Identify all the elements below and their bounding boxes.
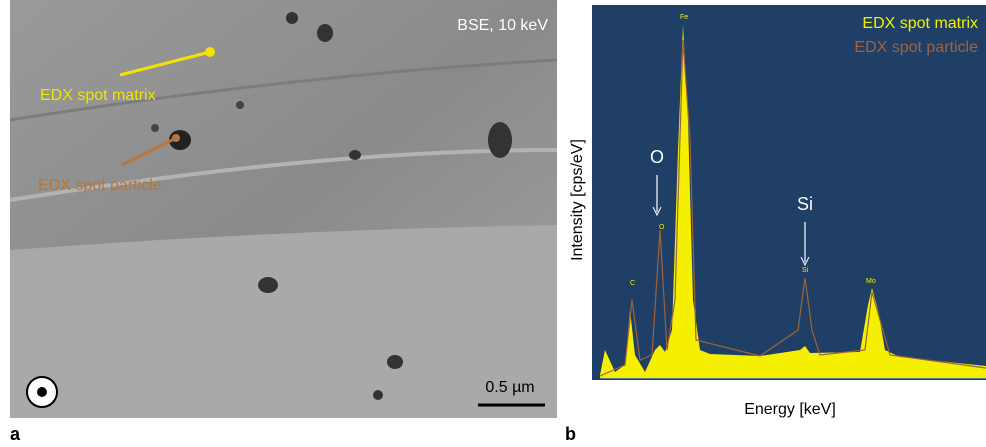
spectrum-background <box>592 5 986 380</box>
pore <box>151 124 159 132</box>
peak-label: Si <box>797 194 813 214</box>
lower-surface <box>10 225 557 418</box>
pore <box>488 122 512 158</box>
scale-bar-label: 0.5 µm <box>485 379 534 396</box>
matrix-spot <box>205 47 215 57</box>
matrix-spectrum <box>600 25 986 378</box>
panel-label: a <box>10 424 21 444</box>
ridge <box>9 148 558 202</box>
y-axis-title: Intensity [cps/eV] <box>569 139 586 261</box>
imaging-mode: BSE, 10 keV <box>457 17 548 34</box>
pore <box>373 390 383 400</box>
peak-arrow-head <box>800 256 810 267</box>
matrix-label: EDX spot matrix <box>40 87 156 104</box>
pore <box>286 12 298 24</box>
peak-label: O <box>650 147 664 167</box>
particle-spectrum <box>599 39 986 377</box>
element-tag: C <box>630 280 635 287</box>
element-tag: Fe <box>680 14 688 21</box>
legend-entry: EDX spot particle <box>854 39 978 56</box>
pore <box>387 355 403 369</box>
x-axis-title: Energy [keV] <box>744 401 836 418</box>
matrix-pointer <box>119 50 211 77</box>
pore <box>236 101 244 109</box>
legend-entry: EDX spot matrix <box>862 15 978 32</box>
panel-label: b <box>565 424 576 444</box>
element-tag: Si <box>802 267 809 274</box>
spectrum: C O Fe Si Mo O Si EDX spot matrix EDX sp… <box>592 5 986 380</box>
ridge <box>9 58 558 122</box>
beam-icon-dot <box>37 387 47 397</box>
particle-spot <box>172 134 180 142</box>
particle-label: EDX spot particle <box>38 177 162 194</box>
element-tag: Mo <box>866 278 876 285</box>
element-tag: O <box>659 224 665 231</box>
particle-pointer <box>121 136 177 167</box>
peak-arrow-head <box>652 206 662 217</box>
pore <box>317 24 333 42</box>
pore <box>258 277 278 293</box>
pore <box>349 150 361 160</box>
sem-image: BSE, 10 keV EDX spot matrix EDX spot par… <box>9 0 558 418</box>
